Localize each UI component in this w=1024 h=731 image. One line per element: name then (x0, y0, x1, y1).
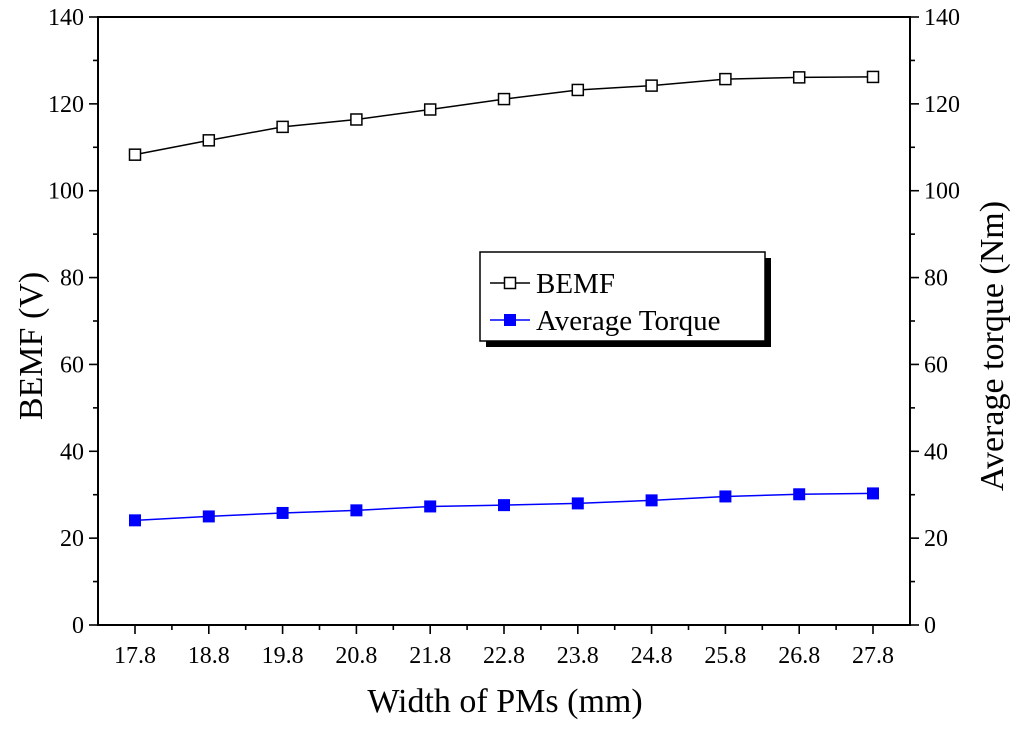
bemf-point (792, 71, 806, 84)
x-tick-label: 17.8 (114, 643, 156, 669)
average-torque-point (129, 514, 141, 527)
left-y-tick-label: 20 (60, 526, 84, 552)
series-layer (128, 70, 880, 527)
x-tick-label: 24.8 (631, 643, 673, 669)
bemf-point (350, 113, 363, 126)
x-axis-title: Width of PMs (mm) (367, 683, 642, 720)
bemf-point (497, 92, 511, 106)
x-tick-label: 27.8 (852, 643, 894, 669)
bemf-point (202, 134, 216, 147)
x-tick-label: 26.8 (778, 643, 820, 669)
average-torque-point (424, 500, 437, 513)
right-y-tick-label: 140 (924, 5, 960, 31)
x-tick-label: 20.8 (335, 643, 377, 669)
left-y-tick-label: 0 (72, 613, 84, 639)
axis-ticks: 17.8 18.8 19.8 20.8 21.8 22.8 23.8 24.8 25.8 26.8… (48, 5, 960, 669)
left-y-tick-label: 100 (48, 179, 84, 205)
bemf-series-line (134, 76, 874, 156)
legend: BEMF Average Torque (479, 251, 771, 347)
average-torque-point (498, 499, 510, 512)
bemf-point (866, 70, 880, 84)
right-y-tick-label: 0 (924, 613, 936, 639)
average-torque-point (202, 510, 215, 523)
average-torque-point (793, 488, 806, 501)
average-torque-point (719, 490, 732, 503)
average-torque-point (571, 497, 584, 510)
x-tick-label: 22.8 (483, 643, 525, 669)
bemf-point (719, 72, 732, 86)
legend-box (479, 251, 766, 342)
bemf-point (645, 79, 658, 92)
average-torque-point (276, 506, 289, 519)
left-y-tick-label: 60 (60, 352, 84, 378)
left-y-tick-label: 140 (48, 5, 84, 31)
left-y-tick-label: 80 (60, 266, 84, 292)
left-y-axis-title: BEMF (V) (13, 272, 50, 420)
legend-bemf-marker (503, 276, 517, 290)
legend-torque-label: Average Torque (536, 305, 721, 337)
right-y-axis-title: Average torque (Nm) (974, 201, 1011, 491)
average-torque-point (867, 487, 879, 500)
average-torque-point (645, 494, 658, 507)
average-torque-point (350, 504, 363, 517)
x-tick-label: 25.8 (704, 643, 746, 669)
x-tick-label: 23.8 (557, 643, 599, 669)
right-y-tick-label: 20 (924, 526, 948, 552)
legend-bemf-label: BEMF (536, 268, 615, 300)
x-tick-label: 19.8 (262, 643, 304, 669)
right-y-tick-label: 60 (924, 352, 948, 378)
x-tick-label: 18.8 (188, 643, 230, 669)
bemf-point (571, 83, 585, 97)
right-y-tick-label: 40 (924, 439, 948, 465)
right-y-tick-label: 80 (924, 266, 948, 292)
right-y-tick-label: 100 (924, 179, 960, 205)
legend-torque-marker (504, 314, 516, 326)
bemf-point (276, 120, 289, 134)
right-y-tick-label: 120 (924, 92, 960, 118)
left-y-tick-label: 120 (48, 92, 84, 118)
bemf-point (128, 148, 142, 161)
left-y-tick-label: 40 (60, 439, 84, 465)
x-tick-label: 21.8 (409, 643, 451, 669)
bemf-point (423, 103, 437, 116)
